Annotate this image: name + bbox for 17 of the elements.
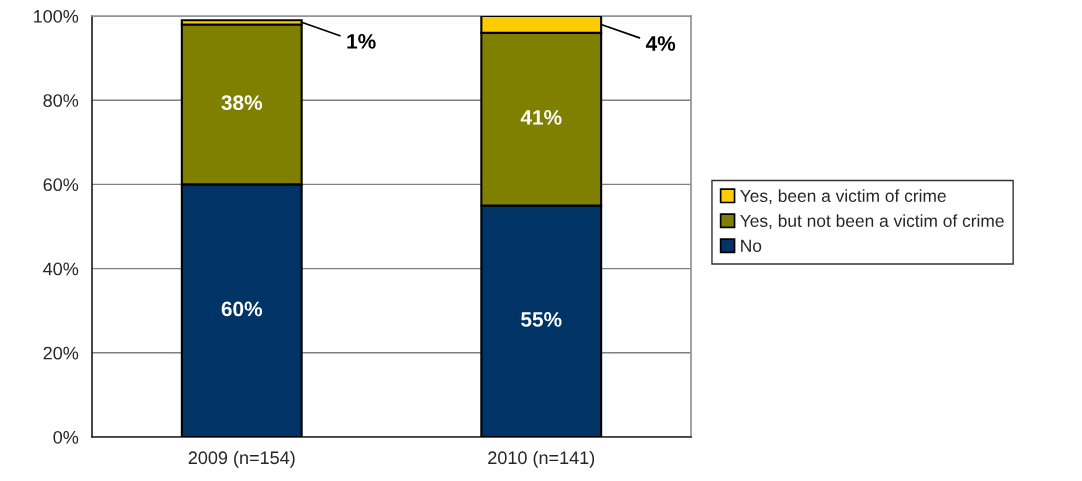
y-tick-label: 80% — [43, 94, 79, 107]
legend-label: Yes, but not been a victim of crime — [740, 214, 1004, 230]
y-tick-label: 20% — [43, 346, 79, 360]
y-tick-label: 40% — [43, 262, 79, 276]
y-tick-label: 100% — [34, 9, 79, 23]
legend-label: No — [741, 239, 762, 252]
legend-label: Yes, been a victim of crime — [740, 189, 946, 205]
data-label: 4% — [645, 36, 676, 51]
data-label: 60% — [221, 301, 263, 317]
x-tick-label: 2009 (n=154) — [188, 450, 295, 468]
x-tick-label: 2010 (n=141) — [488, 450, 595, 468]
data-label: 41% — [520, 110, 562, 125]
data-label: 55% — [521, 312, 562, 327]
y-tick-label: 0% — [53, 430, 79, 444]
data-label: 1% — [347, 34, 376, 49]
data-label: 38% — [221, 95, 263, 111]
y-tick-label: 60% — [43, 178, 79, 192]
